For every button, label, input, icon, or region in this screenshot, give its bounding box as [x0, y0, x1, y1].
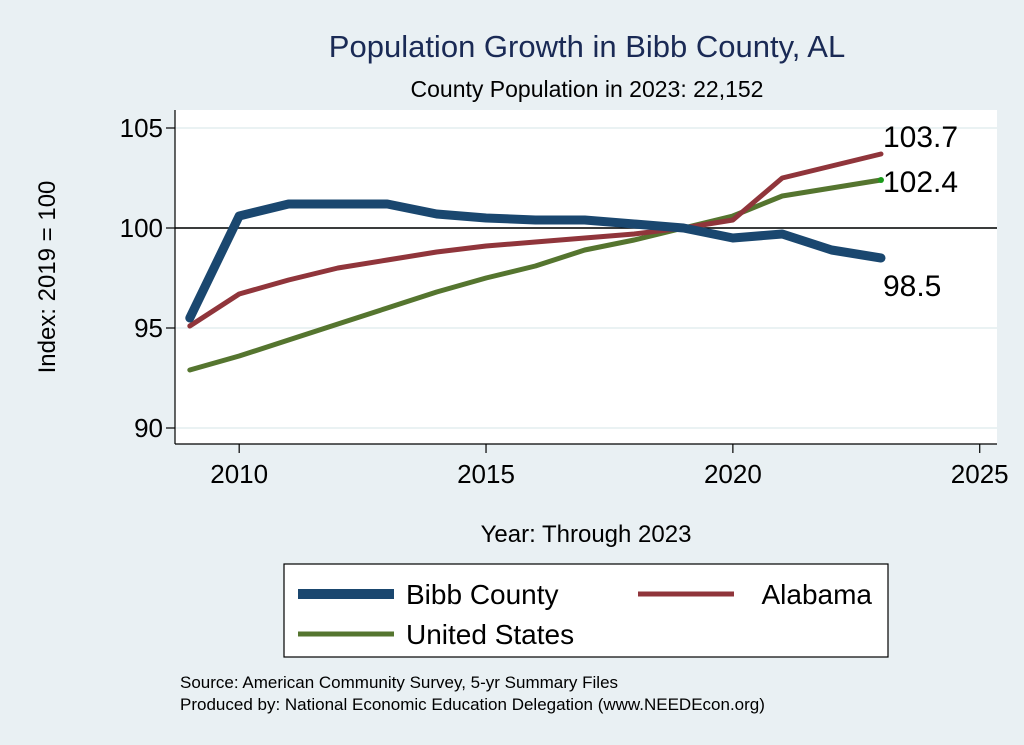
y-tick-label: 105: [120, 113, 163, 143]
chart-subtitle: County Population in 2023: 22,152: [411, 76, 764, 102]
y-axis-title: Index: 2019 = 100: [34, 181, 61, 374]
y-axis-ticks: 90 95 100 105: [120, 113, 175, 443]
end-label: 98.5: [883, 270, 941, 303]
y-tick-label: 90: [134, 413, 163, 443]
legend-box: [283, 563, 889, 658]
y-tick-label: 95: [134, 313, 163, 343]
plot-area: [175, 110, 997, 444]
series-layer: [185, 151, 886, 373]
chart-title: Population Growth in Bibb County, AL: [329, 29, 845, 64]
x-tick-label: 2020: [704, 459, 762, 489]
x-tick-label: 2015: [457, 459, 515, 489]
source-note: Source: American Community Survey, 5-yr …: [180, 673, 618, 692]
legend-label: Alabama: [761, 579, 872, 610]
legend: Bibb County Alabama United States: [283, 563, 889, 658]
end-label: 103.7: [883, 121, 958, 154]
x-axis-ticks: 2010 2015 2020 2025: [210, 444, 1009, 489]
x-tick-label: 2010: [210, 459, 268, 489]
x-tick-label: 2025: [951, 459, 1009, 489]
y-tick-label: 100: [120, 213, 163, 243]
end-marker: [877, 177, 884, 183]
legend-label: United States: [406, 619, 574, 650]
x-axis-title: Year: Through 2023: [481, 521, 692, 548]
legend-label: Bibb County: [406, 579, 559, 610]
end-labels: 98.5 103.7 102.4: [883, 121, 958, 303]
producer-note: Produced by: National Economic Education…: [180, 695, 765, 714]
end-label: 102.4: [883, 166, 958, 199]
